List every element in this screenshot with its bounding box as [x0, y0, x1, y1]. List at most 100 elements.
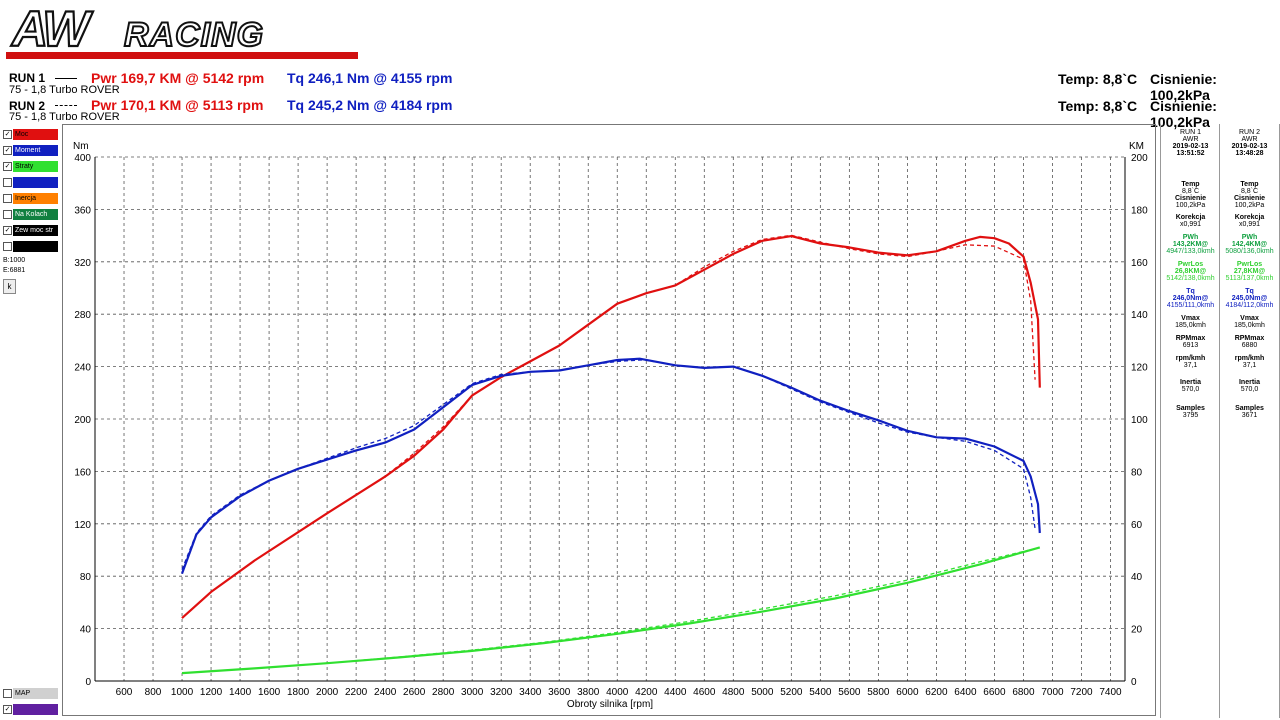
- y2-axis-label: KM: [1129, 141, 1144, 152]
- x-tick-label: 3400: [519, 687, 542, 698]
- run1-torque: Tq 246,1 Nm @ 4155 rpm: [287, 70, 453, 86]
- y-tick-label: 0: [85, 677, 91, 688]
- legend-checkbox[interactable]: [3, 178, 12, 187]
- map-label: MAP: [13, 688, 58, 699]
- panel-pressure: 100,2kPa: [1234, 202, 1265, 209]
- x-tick-label: 1400: [229, 687, 252, 698]
- x-tick-label: 6400: [954, 687, 977, 698]
- run1-temp: Temp: 8,8`C: [1058, 71, 1138, 87]
- legend-checkbox[interactable]: [3, 210, 12, 219]
- panel-pwrlos-label: PwrLos: [1236, 261, 1263, 268]
- k-button[interactable]: k: [3, 279, 16, 294]
- x-tick-label: 6600: [983, 687, 1006, 698]
- panel-run: RUN 2: [1238, 129, 1260, 136]
- panel-corr: x0,991: [1238, 221, 1261, 228]
- x-tick-label: 5000: [751, 687, 774, 698]
- run2-power: Pwr 170,1 KM @ 5113 rpm: [91, 97, 264, 113]
- end-rpm: E:6881: [3, 267, 26, 274]
- run1-power: Pwr 169,7 KM @ 5142 rpm: [91, 70, 265, 86]
- legend-swatch: [13, 177, 58, 188]
- legend-item-moc[interactable]: ✓ Moc: [3, 129, 58, 140]
- panel-pwh-sub: 5080/136,0kmh: [1225, 248, 1274, 255]
- map-checkbox[interactable]: [3, 689, 12, 698]
- y2-tick-label: 40: [1131, 572, 1143, 583]
- panel-corr-label: Korekcja: [1234, 214, 1265, 221]
- legend-swatch: Straty: [13, 161, 58, 172]
- run1-car: 75 - 1,8 Turbo ROVER: [9, 84, 120, 96]
- run1-pressure: Cisnienie: 100,2kPa: [1150, 71, 1217, 103]
- panel-rpmkmh-label: rpm/kmh: [1175, 355, 1206, 362]
- panel-tq: 246,0Nm@: [1172, 295, 1209, 302]
- y-tick-label: 80: [80, 572, 92, 583]
- legend-item-zew-moc[interactable]: ✓ Zew moc str: [3, 225, 58, 236]
- y-tick-label: 320: [74, 258, 91, 269]
- panel-samples: 3671: [1241, 412, 1258, 419]
- y2-tick-label: 160: [1131, 258, 1148, 269]
- legend-checkbox[interactable]: [3, 194, 12, 203]
- panel-time: 13:51:52: [1176, 150, 1205, 157]
- run1-label: RUN 1: [9, 71, 46, 85]
- run2-torque: Tq 245,2 Nm @ 4184 rpm: [287, 97, 453, 113]
- x-tick-label: 5800: [867, 687, 890, 698]
- y2-tick-label: 0: [1131, 677, 1137, 688]
- x-tick-label: 800: [145, 687, 162, 698]
- x-axis-label: Obroty silnika [rpm]: [567, 699, 653, 710]
- legend-swatch: Inercja: [13, 193, 58, 204]
- panel-date: 2019-02-13: [1172, 143, 1209, 150]
- legend-checkbox[interactable]: ✓: [3, 226, 12, 235]
- y2-tick-label: 60: [1131, 520, 1143, 531]
- panel-pwrlos-sub: 5142/138,0kmh: [1166, 275, 1215, 282]
- run1-line-swatch: [55, 78, 77, 79]
- panel-company: AWR: [1182, 136, 1199, 143]
- legend-item-blank-blue[interactable]: [3, 177, 58, 188]
- y-tick-label: 160: [74, 467, 91, 478]
- y-tick-label: 360: [74, 205, 91, 216]
- begin-rpm: B:1000: [3, 257, 26, 264]
- bottom-checkbox[interactable]: ✓: [3, 705, 12, 714]
- x-tick-label: 2000: [316, 687, 339, 698]
- run2-car: 75 - 1,8 Turbo ROVER: [9, 111, 120, 123]
- panel-vmax-label: Vmax: [1240, 315, 1259, 322]
- series-power_km_run2: [181, 234, 1036, 619]
- legend-item-inercja[interactable]: Inercja: [3, 193, 58, 204]
- legend-checkbox[interactable]: [3, 242, 12, 251]
- y2-tick-label: 140: [1131, 310, 1148, 321]
- svg-text:RACING: RACING: [124, 16, 264, 54]
- run2-temp: Temp: 8,8`C: [1058, 98, 1138, 114]
- x-tick-label: 2600: [403, 687, 426, 698]
- panel-run: RUN 1: [1179, 129, 1201, 136]
- x-tick-label: 4800: [722, 687, 745, 698]
- x-tick-label: 600: [116, 687, 133, 698]
- x-tick-label: 4600: [693, 687, 716, 698]
- x-tick-label: 5200: [780, 687, 803, 698]
- legend-item-na-kolach[interactable]: Na Kolach: [3, 209, 58, 220]
- bottom-swatch: [13, 704, 58, 715]
- series-torque_nm_run2: [181, 359, 1036, 570]
- y-tick-label: 120: [74, 520, 91, 531]
- panel-rpmmax-label: RPMmax: [1234, 335, 1265, 342]
- legend-item-straty[interactable]: ✓ Straty: [3, 161, 58, 172]
- legend-item-moment[interactable]: ✓ Moment: [3, 145, 58, 156]
- panel-rpmmax-label: RPMmax: [1175, 335, 1206, 342]
- panel-rpmmax: 6913: [1182, 342, 1199, 349]
- panel-vmax: 185,0kmh: [1234, 322, 1265, 329]
- series-power_km: [181, 234, 1041, 619]
- legend-swatch: Moment: [13, 145, 58, 156]
- map-toggle[interactable]: MAP: [3, 688, 58, 699]
- x-tick-label: 4200: [635, 687, 658, 698]
- panel-inertia-label: Inertia: [1179, 379, 1201, 386]
- panel-pwh-sub: 4947/133,0kmh: [1166, 248, 1215, 255]
- series-losses_km_run2: [181, 548, 1036, 674]
- y2-tick-label: 180: [1131, 205, 1148, 216]
- legend-checkbox[interactable]: ✓: [3, 146, 12, 155]
- panel-tq: 245,0Nm@: [1231, 295, 1268, 302]
- legend-checkbox[interactable]: ✓: [3, 162, 12, 171]
- legend-checkbox[interactable]: ✓: [3, 130, 12, 139]
- x-tick-label: 1200: [200, 687, 223, 698]
- panel-pwh-label: PWh: [1241, 234, 1258, 241]
- x-tick-label: 7200: [1070, 687, 1093, 698]
- run2-line-swatch: [55, 105, 77, 106]
- legend-item-blank-black[interactable]: [3, 241, 58, 252]
- panel-inertia: 570,0: [1240, 386, 1259, 393]
- bottom-toggle[interactable]: ✓: [3, 704, 58, 715]
